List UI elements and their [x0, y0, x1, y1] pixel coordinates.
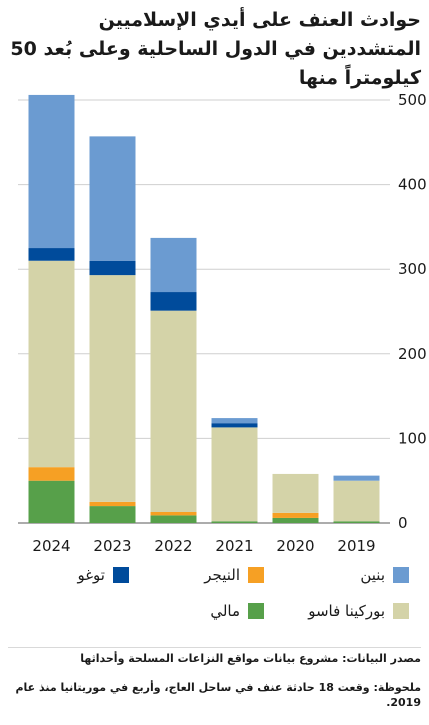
- bar-segment-mali: [150, 515, 197, 523]
- stacked-bar-chart: 0 100 200 300 400 500 2024 2023 2022 2021 2020 2019: [18, 91, 427, 555]
- x-tick-label: 2021: [215, 537, 253, 555]
- bar-segment-burkina: [211, 427, 258, 522]
- y-tick-label: 200: [398, 345, 427, 363]
- bar-segment-mali: [211, 521, 258, 523]
- bar-segment-niger: [89, 501, 136, 507]
- y-tick-label: 300: [398, 260, 427, 278]
- bar-segment-burkina: [89, 275, 136, 502]
- y-tick-label: 400: [398, 176, 427, 194]
- bar-segment-niger: [150, 512, 197, 516]
- bar-segment-benin: [150, 237, 197, 293]
- y-tick-label: 0: [398, 514, 408, 532]
- legend-label: بنين: [360, 566, 385, 584]
- bar-segment-benin: [333, 475, 380, 481]
- legend-item-benin: بنين: [360, 566, 409, 584]
- bar-segment-benin: [28, 94, 75, 249]
- legend-swatch: [393, 603, 409, 619]
- y-tick-label: 100: [398, 429, 427, 447]
- bar-segment-benin: [211, 418, 258, 424]
- bar-segment-togo: [150, 292, 197, 311]
- x-tick-label: 2019: [337, 537, 375, 555]
- data-source: مصدر البيانات: مشروع بيانات مواقع النزاع…: [80, 652, 421, 665]
- legend-swatch: [248, 603, 264, 619]
- legend-label: بوركينا فاسو: [308, 602, 385, 620]
- bar-segment-niger: [28, 467, 75, 481]
- legend-label: النيجر: [204, 566, 240, 584]
- legend-swatch: [393, 567, 409, 583]
- legend-item-togo: توغو: [77, 566, 129, 584]
- chart-title: حوادث العنف على أيدي الإسلاميين المتشددي…: [10, 9, 421, 89]
- legend-item-mali: مالي: [210, 602, 264, 620]
- x-tick-label: 2020: [276, 537, 314, 555]
- y-tick-label: 500: [398, 91, 427, 109]
- x-tick-label: 2024: [32, 537, 70, 555]
- legend-label: توغو: [77, 566, 105, 584]
- legend-item-niger: النيجر: [204, 566, 264, 584]
- legend-swatch: [113, 567, 129, 583]
- bar-segment-mali: [333, 521, 380, 523]
- bar-segment-mali: [272, 517, 319, 523]
- bar-segment-togo: [89, 260, 136, 276]
- bar-segment-togo: [28, 248, 75, 261]
- legend-swatch: [248, 567, 264, 583]
- bar-segment-benin: [89, 136, 136, 261]
- legend-item-burkina: بوركينا فاسو: [308, 602, 409, 620]
- bar-segment-mali: [28, 480, 75, 523]
- footnote: ملحوظة: وقعت 18 حادثة عنف في ساحل العاج،…: [15, 681, 421, 709]
- bar-segment-burkina: [333, 480, 380, 522]
- bar-segment-burkina: [150, 310, 197, 513]
- bar-segment-burkina: [272, 473, 319, 513]
- legend-label: مالي: [210, 602, 240, 620]
- x-tick-label: 2023: [93, 537, 131, 555]
- bar-segment-mali: [89, 506, 136, 523]
- bar-segment-burkina: [28, 260, 75, 468]
- bar-segment-togo: [211, 423, 258, 428]
- divider: [8, 647, 421, 648]
- x-tick-label: 2022: [154, 537, 192, 555]
- bar-segment-niger: [272, 512, 319, 518]
